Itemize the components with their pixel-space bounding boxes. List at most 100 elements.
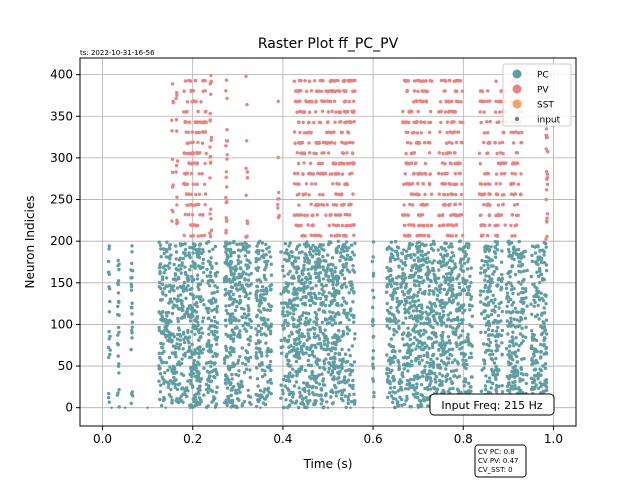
- spike-pv: [312, 151, 316, 155]
- spike-pc: [257, 278, 261, 282]
- spike-pc: [107, 329, 111, 334]
- spike-pc: [292, 348, 297, 352]
- spike-pc: [427, 346, 431, 351]
- spike-pv: [482, 110, 486, 114]
- spike-pc: [287, 359, 291, 363]
- spike-pc: [189, 355, 193, 359]
- spike-pc: [522, 255, 526, 259]
- spike-pc: [108, 348, 112, 352]
- spike-pc: [258, 388, 263, 393]
- spike-pc: [237, 319, 241, 323]
- spike-pc: [197, 330, 201, 335]
- spike-pc: [530, 380, 535, 385]
- spike-pc: [519, 367, 524, 371]
- spike-pc: [256, 384, 260, 388]
- spike-pc: [310, 373, 314, 377]
- spike-pc: [468, 274, 472, 278]
- spike-pc: [335, 377, 339, 381]
- spike-pc: [237, 388, 241, 392]
- spike-pc: [396, 257, 400, 261]
- spike-pc: [419, 354, 423, 359]
- spike-pv: [326, 120, 330, 124]
- spike-pv: [417, 140, 421, 145]
- plot-frame: [79, 57, 577, 427]
- spike-pc: [345, 268, 350, 272]
- spike-pv: [485, 120, 489, 124]
- spike-pc: [298, 395, 302, 399]
- spike-pc: [371, 356, 375, 360]
- spike-pc: [208, 324, 213, 328]
- spike-pc: [306, 328, 310, 332]
- spike-pv: [197, 172, 201, 176]
- spike-pv: [459, 192, 464, 197]
- spike-pc: [191, 260, 195, 264]
- spike-pv: [333, 141, 337, 145]
- spike-pc: [452, 374, 456, 378]
- spike-pv: [352, 223, 356, 227]
- spike-pc: [517, 264, 521, 268]
- spike-pc: [401, 321, 405, 325]
- spike-pv: [188, 203, 192, 207]
- spike-pc: [244, 367, 249, 371]
- spike-pc: [520, 357, 524, 361]
- spike-pc: [287, 281, 291, 286]
- spike-pc: [166, 385, 170, 389]
- spike-pv: [224, 175, 228, 179]
- cv-box: CV PC: 0.8 CV PV: 0.47 CV_SST: 0: [474, 444, 527, 478]
- y-axis-label: Neuron Indicies: [23, 195, 37, 288]
- spike-pv: [425, 202, 429, 207]
- spike-pc: [533, 260, 538, 264]
- spike-pc: [266, 318, 270, 322]
- spike-pc: [411, 392, 416, 397]
- spike-pc: [208, 374, 212, 378]
- spike-input: [146, 406, 149, 409]
- spike-pc: [175, 400, 180, 404]
- spike-pc: [223, 287, 228, 292]
- spike-pc: [451, 330, 455, 334]
- spike-pv: [427, 182, 432, 187]
- spike-pc: [230, 349, 234, 353]
- spike-pc: [282, 290, 286, 294]
- spike-pc: [279, 396, 283, 400]
- spike-pc: [163, 370, 167, 375]
- spike-pc: [332, 377, 336, 382]
- spike-pc: [159, 330, 164, 334]
- spike-pc: [283, 384, 287, 388]
- spike-pc: [174, 250, 179, 254]
- spike-pc: [353, 332, 357, 336]
- spike-pc: [230, 372, 234, 377]
- spike-pc: [238, 329, 242, 333]
- spike-pc: [195, 327, 199, 331]
- spike-pc: [187, 304, 192, 308]
- spike-pv: [415, 131, 420, 135]
- spike-pc: [295, 337, 299, 341]
- spike-pc: [167, 355, 172, 360]
- spike-pc: [164, 284, 168, 288]
- spike-pc: [238, 300, 243, 304]
- spike-pv: [170, 118, 174, 122]
- spike-pv: [502, 161, 507, 166]
- spike-pc: [322, 309, 326, 313]
- spike-pc: [187, 254, 192, 258]
- spike-pc: [129, 276, 133, 280]
- spike-pc: [448, 258, 452, 262]
- spike-pc: [406, 355, 411, 360]
- spike-pc: [497, 306, 501, 310]
- spike-pv: [328, 213, 332, 217]
- spike-pc: [306, 331, 310, 336]
- spike-pv: [498, 141, 502, 145]
- spike-pc: [399, 385, 403, 389]
- spike-pv: [544, 169, 549, 174]
- spike-pv: [412, 151, 416, 155]
- spike-pc: [158, 366, 162, 371]
- spike-pv: [327, 223, 331, 228]
- spike-pc: [116, 325, 121, 330]
- spike-pc: [510, 284, 514, 288]
- spike-pc: [265, 349, 270, 353]
- spike-pc: [395, 330, 399, 334]
- spike-pc: [175, 297, 180, 302]
- spike-pc: [285, 251, 289, 256]
- spike-pc: [204, 382, 209, 386]
- spike-pc: [288, 311, 292, 315]
- spike-pc: [405, 394, 409, 399]
